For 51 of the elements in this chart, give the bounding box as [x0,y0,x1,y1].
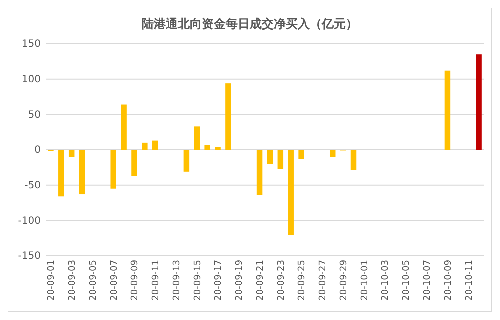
y-tick-label: 50 [28,110,41,121]
bar [152,140,158,150]
x-tick-label: 20-10-05 [402,260,412,301]
y-tick-label: -150 [18,251,41,262]
x-tick-label: 20-09-19 [235,260,246,301]
x-tick-label: 20-09-11 [152,260,162,301]
x-tick-label: 20-09-15 [193,260,204,301]
x-tick-label: 20-10-07 [422,260,433,301]
x-tick-label: 20-10-01 [360,260,370,301]
x-tick-label: 20-09-29 [339,260,350,301]
x-tick-label: 20-09-07 [110,260,120,301]
bar [215,147,221,150]
x-tick-label: 20-09-17 [214,260,224,301]
y-tick-label: 150 [22,39,41,50]
x-tick-label: 20-09-09 [130,260,141,301]
x-tick-label: 20-09-01 [47,260,58,301]
y-tick-label: 100 [22,74,41,86]
bar [330,150,336,158]
x-tick-label: 20-09-05 [88,260,99,301]
y-tick-label: -50 [24,180,41,192]
x-tick-label: 20-09-21 [256,260,266,301]
x-tick-label: 20-09-03 [68,260,78,301]
bar [79,150,86,195]
bar [278,150,284,170]
y-tick-label: -100 [18,216,41,227]
x-tick-label: 20-10-11 [464,260,475,301]
y-tick-label: 0 [34,145,41,156]
bar [444,70,451,150]
bar [226,84,232,150]
bar [194,126,200,150]
bar [132,150,138,176]
bar [256,150,263,196]
x-tick-label: 20-09-27 [318,260,329,301]
x-tick-label: 20-10-03 [381,260,392,301]
x-tick-label: 20-09-23 [276,260,287,301]
bar [298,150,304,160]
x-tick-label: 20-09-13 [172,260,182,301]
bar [58,150,64,197]
bar [267,150,274,164]
bar [110,150,116,189]
bar [350,150,357,170]
bar [184,150,190,172]
bar [121,104,127,150]
bar [68,150,75,158]
x-tick-label: 20-09-25 [298,260,308,301]
bar [476,54,482,150]
chart-title: 陆港通北向资金每日成交净买入（亿元） [142,17,358,31]
x-tick-label: 20-10-09 [444,260,454,301]
bar [288,150,294,236]
bar [204,145,210,150]
bar [142,142,148,150]
